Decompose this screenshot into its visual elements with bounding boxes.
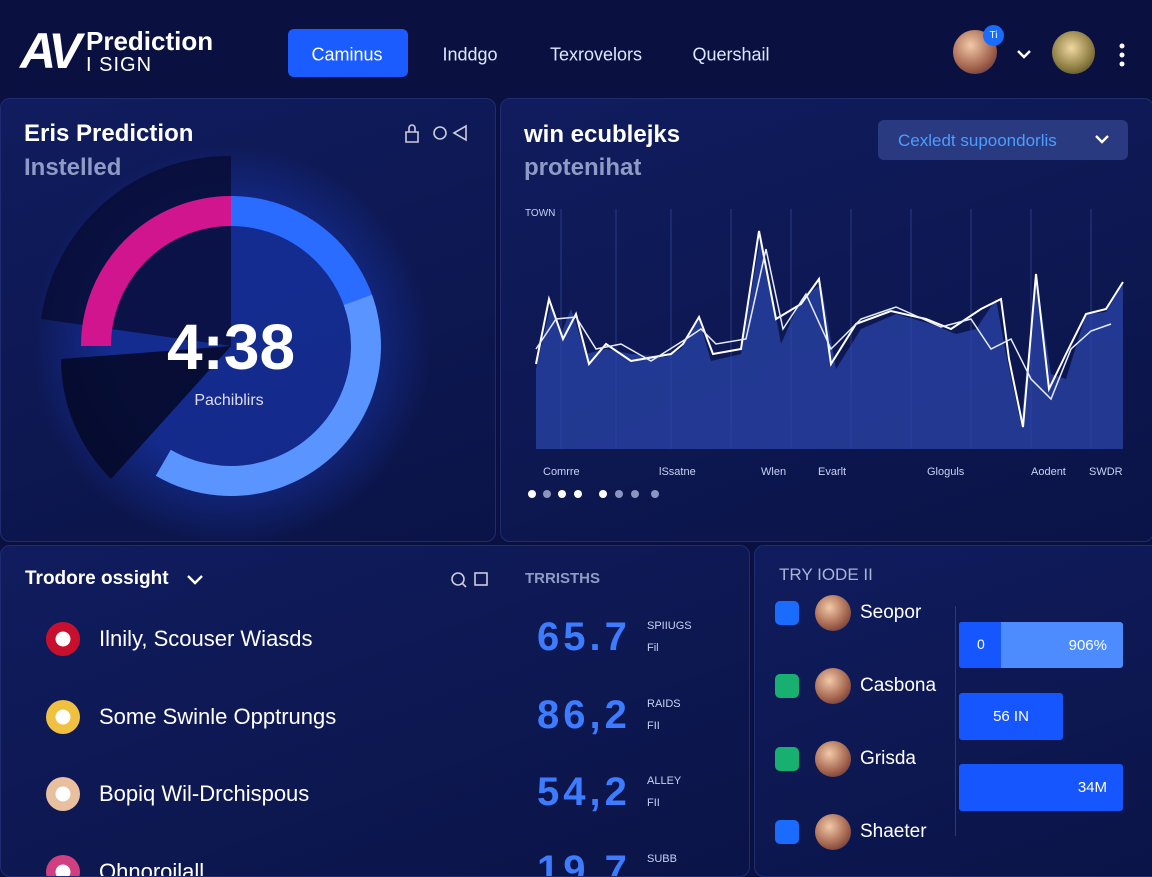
toolbar-icons[interactable] — [449, 570, 491, 590]
row-value: 86,2 — [537, 693, 631, 738]
chevron[interactable] — [185, 572, 205, 588]
x-label: Evarlt — [818, 466, 846, 478]
logo-mark: AV — [20, 22, 78, 80]
avatar — [815, 741, 851, 777]
center-value: 4:38 — [167, 310, 295, 384]
row-icon — [46, 777, 80, 811]
row-name: Ohnoroilall — [99, 859, 204, 877]
x-label: SWDR — [1089, 466, 1123, 478]
prediction-panel: Eris Prediction Instelled 4:38 Pachiblir… — [0, 98, 496, 542]
avatar — [815, 595, 851, 631]
row-sub: FII — [647, 797, 660, 809]
person-name: Grisda — [860, 748, 916, 770]
x-label: Aodent — [1031, 466, 1066, 478]
row-icon — [46, 855, 80, 877]
x-label: Comrre — [543, 466, 580, 478]
panel-title: TRY IODE II — [779, 565, 873, 585]
x-label: lSsatne — [659, 466, 696, 478]
row-name: Ilnily, Scouser Wiasds — [99, 626, 313, 652]
status-icon — [775, 601, 799, 625]
bar: 56 IN — [959, 693, 1063, 740]
bar-label: 906% — [1069, 637, 1107, 654]
bar-start: 0 — [977, 636, 985, 652]
status-icon — [775, 674, 799, 698]
row-value: 54,2 — [537, 770, 631, 815]
person-name: Shaeter — [860, 821, 927, 843]
nav-item[interactable]: Texrovelors — [550, 45, 642, 66]
x-label: Wlen — [761, 466, 786, 478]
panel-title: Trodore ossight — [25, 568, 169, 590]
chevron[interactable] — [1015, 48, 1033, 62]
person-name: Casbona — [860, 675, 936, 697]
person-name: Seopor — [860, 602, 921, 624]
column-header: TRRISTHS — [525, 570, 600, 587]
try-panel: TRY IODE II 0 906% 56 IN 34M Seopor Casbo… — [754, 545, 1152, 877]
insight-panel: Trodore ossight TRRISTHS Ilnily, Scouser… — [0, 545, 750, 877]
row-unit: SPIIUGS — [647, 620, 692, 632]
row-icon — [46, 700, 80, 734]
panel-subtitle: Instelled — [24, 154, 121, 182]
nav-item[interactable]: Quershail — [692, 45, 769, 66]
logo-sub: I SIGN — [86, 54, 152, 77]
nav-item[interactable]: Inddgo — [442, 45, 497, 66]
badge: Ti — [983, 25, 1004, 46]
nav-item[interactable]: Caminus — [311, 45, 382, 66]
kebab-menu[interactable] — [1116, 42, 1128, 68]
status-icon — [775, 820, 799, 844]
bar: 0 906% — [959, 622, 1123, 668]
avatar — [815, 668, 851, 704]
avatar — [815, 814, 851, 850]
row-sub: Fil — [647, 642, 659, 654]
row-unit: ALLEY — [647, 775, 681, 787]
row-name: Bopiq Wil-Drchispous — [99, 781, 309, 807]
divider — [955, 606, 956, 836]
center-label: Pachiblirs — [194, 392, 263, 410]
row-sub: FII — [647, 720, 660, 732]
row-value: 65.7 — [537, 615, 631, 660]
status-icon — [775, 747, 799, 771]
row-value: 19.7 — [537, 848, 631, 877]
logo-title: Prediction — [86, 26, 213, 57]
row-icon — [46, 622, 80, 656]
x-label: Gloguls — [927, 466, 964, 478]
panel-title: Eris Prediction — [24, 120, 193, 148]
bar-label: 56 IN — [993, 708, 1029, 725]
avatar[interactable] — [1052, 31, 1095, 74]
row-unit: RAIDS — [647, 698, 681, 710]
bar: 34M — [959, 764, 1123, 811]
row-name: Some Swinle Opptrungs — [99, 704, 336, 730]
bar-label: 34M — [1078, 779, 1107, 796]
trend-panel: win ecublejks protenihat Cexledt supoond… — [500, 98, 1152, 542]
row-unit: SUBB — [647, 853, 677, 865]
